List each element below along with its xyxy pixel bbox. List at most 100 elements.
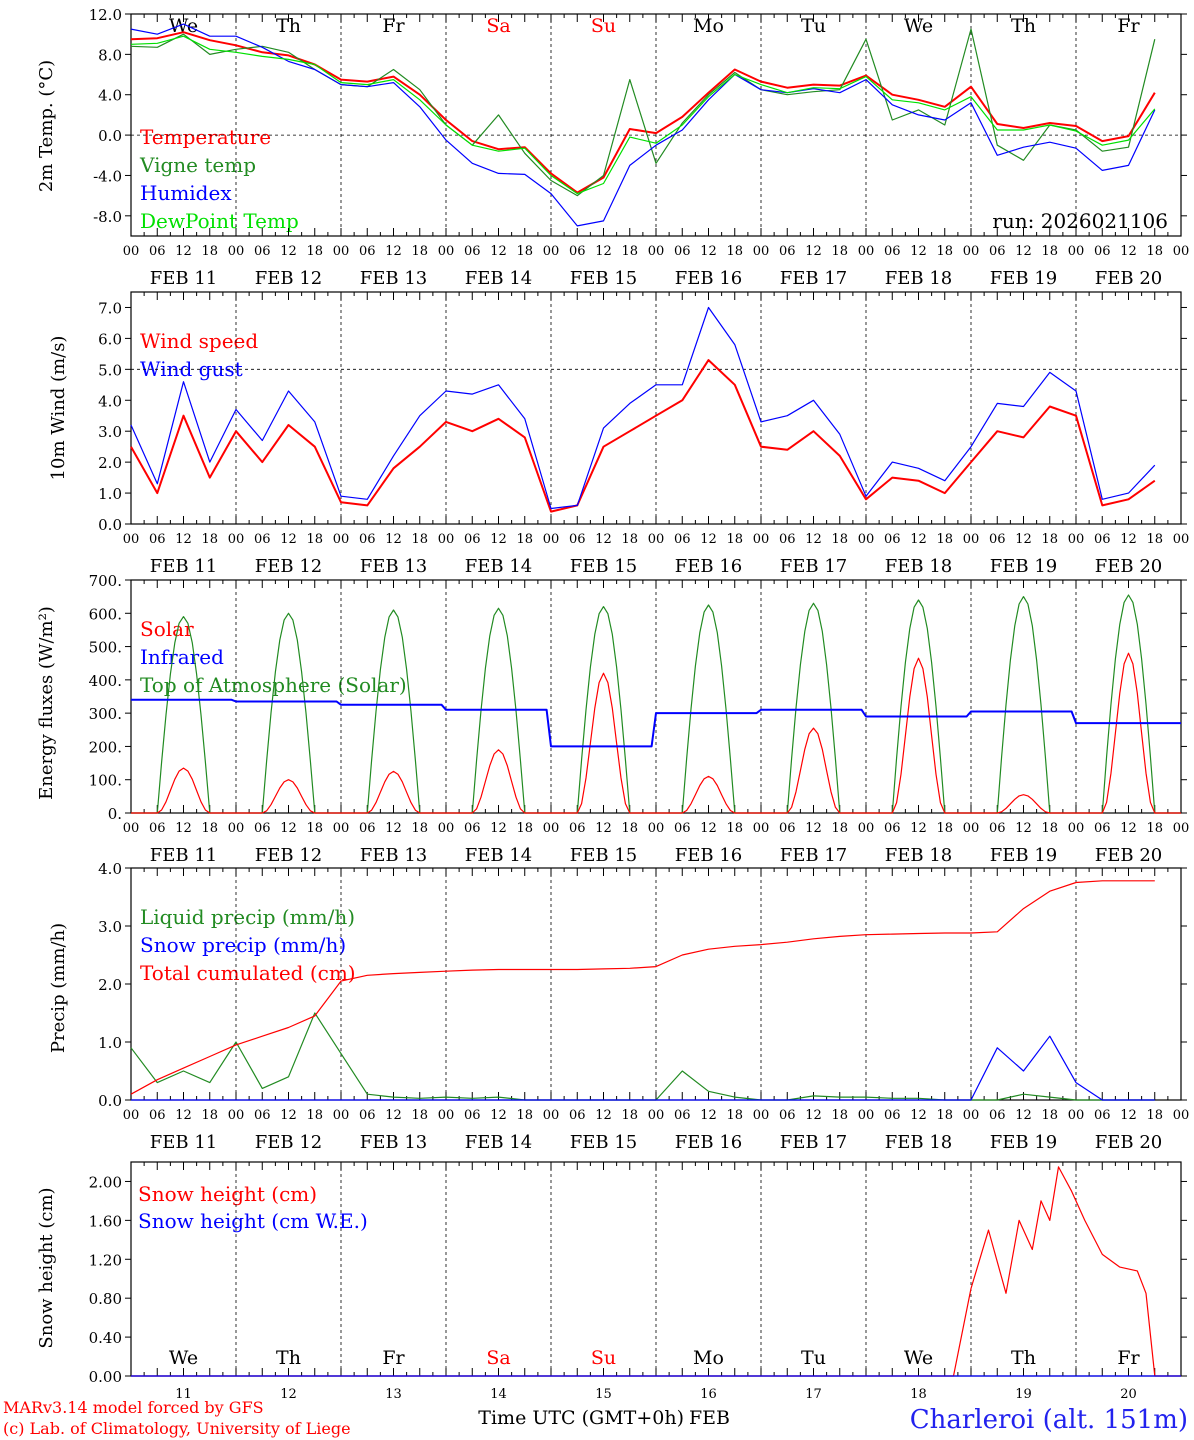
hour-label: 18 xyxy=(621,821,638,836)
date-label: FEB 14 xyxy=(465,1132,532,1153)
date-label: FEB 18 xyxy=(885,556,952,577)
snow-legend: Snow height (cm) Snow height (cm W.E.) xyxy=(138,1182,368,1233)
hour-label: 00 xyxy=(753,244,770,259)
lab-credit: (c) Lab. of Climatology, University of L… xyxy=(3,1419,351,1438)
date-label: FEB 11 xyxy=(150,845,217,866)
day-label: Fr xyxy=(382,15,405,37)
hour-label: 06 xyxy=(254,1108,271,1123)
energy-panel: Energy fluxes (W/m²) Solar Infrared Top … xyxy=(36,572,1189,866)
hour-label: 00 xyxy=(123,244,140,259)
day-number: 16 xyxy=(700,1387,717,1402)
day-label: Th xyxy=(1011,1347,1036,1369)
hour-label: 18 xyxy=(1041,532,1058,547)
hour-label: 00 xyxy=(858,244,875,259)
y-tick-label: 4.0 xyxy=(98,392,122,410)
hour-label: 12 xyxy=(175,244,192,259)
hour-label: 18 xyxy=(726,244,743,259)
hour-label: 12 xyxy=(910,532,927,547)
date-label: FEB 16 xyxy=(675,556,742,577)
y-tick-label: 700. xyxy=(89,572,122,590)
hour-label: 12 xyxy=(490,1108,507,1123)
hour-label: 12 xyxy=(1120,1108,1137,1123)
hour-label: 18 xyxy=(201,244,218,259)
hour-label: 12 xyxy=(175,1108,192,1123)
day-label: Th xyxy=(276,15,301,37)
y-tick-label: 500. xyxy=(89,639,122,657)
hour-label: 12 xyxy=(910,821,927,836)
y-tick-label: 0.00 xyxy=(89,1368,122,1386)
hour-label: 06 xyxy=(149,532,166,547)
hour-label: 00 xyxy=(648,821,665,836)
precip-legend: Liquid precip (mm/h) Snow precip (mm/h) … xyxy=(140,905,356,985)
hour-label: 18 xyxy=(1041,244,1058,259)
hour-label: 00 xyxy=(963,1108,980,1123)
hour-label: 18 xyxy=(1146,1108,1163,1123)
hour-label: 18 xyxy=(201,821,218,836)
hour-label: 00 xyxy=(228,244,245,259)
hour-label: 00 xyxy=(648,244,665,259)
date-label: FEB 13 xyxy=(360,556,427,577)
wind-y-axis-label: 10m Wind (m/s) xyxy=(48,336,69,481)
hour-label: 00 xyxy=(1173,821,1190,836)
y-tick-label: 6.0 xyxy=(98,330,122,348)
hour-label: 12 xyxy=(175,532,192,547)
hour-label: 06 xyxy=(989,532,1006,547)
y-tick-label: 1.20 xyxy=(89,1251,122,1269)
hour-label: 00 xyxy=(333,821,350,836)
day-label: We xyxy=(904,1347,933,1369)
hour-label: 18 xyxy=(936,532,953,547)
hour-label: 12 xyxy=(910,244,927,259)
hour-label: 00 xyxy=(543,532,560,547)
temperature-legend: Temperature Vigne temp Humidex DewPoint … xyxy=(139,125,299,233)
hour-label: 12 xyxy=(595,532,612,547)
legend-solar: Solar xyxy=(140,617,194,641)
date-label: FEB 14 xyxy=(465,556,532,577)
temperature-panel: 2m Temp. (°C) Temperature Vigne temp Hum… xyxy=(36,6,1189,289)
hour-label: 00 xyxy=(648,532,665,547)
hour-label: 18 xyxy=(936,821,953,836)
date-label: FEB 12 xyxy=(255,268,322,289)
y-tick-label: 12.0 xyxy=(89,6,122,24)
date-label: FEB 14 xyxy=(465,845,532,866)
y-tick-label: 0.0 xyxy=(98,516,122,534)
legend-wind-speed: Wind speed xyxy=(140,329,258,353)
hour-label: 00 xyxy=(228,1108,245,1123)
hour-label: 12 xyxy=(700,244,717,259)
day-number: 15 xyxy=(595,1387,612,1402)
date-label: FEB 18 xyxy=(885,268,952,289)
hour-label: 00 xyxy=(963,244,980,259)
hour-label: 06 xyxy=(569,821,586,836)
date-label: FEB 19 xyxy=(990,556,1057,577)
date-label: FEB 15 xyxy=(570,1132,637,1153)
hour-label: 12 xyxy=(175,821,192,836)
date-label: FEB 16 xyxy=(675,845,742,866)
hour-label: 06 xyxy=(359,244,376,259)
hour-label: 18 xyxy=(1146,532,1163,547)
legend-snow-height-we: Snow height (cm W.E.) xyxy=(138,1209,368,1233)
y-tick-label: 400. xyxy=(89,672,122,690)
hour-label: 18 xyxy=(306,821,323,836)
wind-legend: Wind speed Wind gust xyxy=(140,329,258,381)
hour-label: 06 xyxy=(464,1108,481,1123)
x-axis-month: FEB xyxy=(689,1407,730,1429)
hour-label: 12 xyxy=(280,244,297,259)
hour-label: 18 xyxy=(936,1108,953,1123)
day-number: 11 xyxy=(175,1387,192,1402)
hour-label: 12 xyxy=(385,821,402,836)
series-humidex xyxy=(130,23,1156,227)
hour-label: 00 xyxy=(1173,532,1190,547)
hour-label: 12 xyxy=(1015,821,1032,836)
hour-label: 12 xyxy=(280,532,297,547)
hour-label: 12 xyxy=(280,821,297,836)
y-tick-label: 3.0 xyxy=(98,423,122,441)
wind-panel: 10m Wind (m/s) Wind speed Wind gust 0.0 1… xyxy=(48,291,1190,577)
hour-label: 18 xyxy=(831,244,848,259)
y-tick-label: 0. xyxy=(108,805,122,823)
date-label: FEB 12 xyxy=(255,1132,322,1153)
date-label: FEB 14 xyxy=(465,268,532,289)
y-tick-label: 8.0 xyxy=(98,46,122,64)
date-label: FEB 20 xyxy=(1095,845,1162,866)
x-axis-label: Time UTC (GMT+0h) xyxy=(478,1407,684,1429)
y-tick-label: 0.0 xyxy=(98,127,122,145)
hour-label: 18 xyxy=(621,1108,638,1123)
